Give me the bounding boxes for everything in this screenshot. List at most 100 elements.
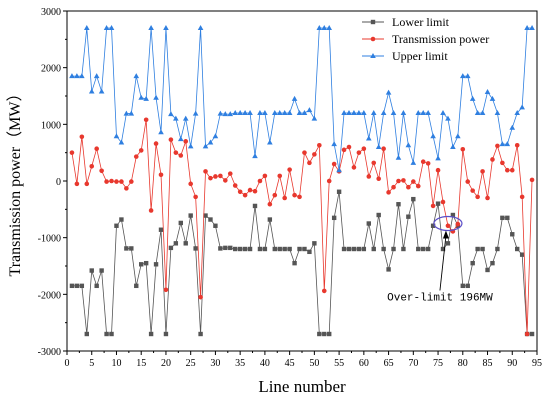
data-point-lower-limit — [341, 246, 347, 252]
data-point-transmission-power — [237, 189, 243, 195]
data-point-upper-limit — [207, 139, 214, 145]
data-point-lower-limit — [529, 331, 535, 337]
data-point-transmission-power — [153, 141, 159, 146]
data-point-upper-limit — [153, 94, 159, 100]
data-point-upper-limit — [499, 141, 506, 147]
data-point-transmission-power — [411, 179, 416, 184]
data-point-transmission-power — [430, 203, 436, 209]
data-point-upper-limit — [222, 111, 229, 117]
data-point-transmission-power — [282, 195, 287, 201]
x-tick-label: 25 — [186, 358, 196, 369]
data-point-lower-limit — [510, 232, 515, 237]
data-point-lower-limit — [386, 267, 391, 272]
data-point-lower-limit — [247, 246, 253, 252]
data-point-lower-limit — [237, 246, 243, 252]
data-point-lower-limit — [519, 252, 525, 257]
data-point-upper-limit — [529, 25, 535, 30]
legend-label-transmission-power: Transmission power — [392, 32, 489, 46]
data-point-transmission-power — [317, 143, 322, 148]
data-point-lower-limit — [257, 246, 263, 252]
data-point-lower-limit — [515, 246, 520, 252]
y-tick-label: -2000 — [38, 290, 61, 301]
data-point-transmission-power — [326, 178, 332, 184]
data-point-lower-limit — [277, 246, 282, 252]
x-tick-label: 60 — [359, 358, 369, 369]
data-point-lower-limit — [440, 246, 446, 252]
data-point-lower-limit — [183, 241, 188, 246]
data-point-transmission-power — [346, 144, 352, 150]
data-point-upper-limit — [484, 89, 491, 95]
data-point-transmission-power — [69, 150, 75, 155]
data-point-lower-limit — [495, 246, 500, 252]
data-point-transmission-power — [124, 186, 129, 191]
x-tick-label: 95 — [532, 358, 542, 369]
data-point-lower-limit — [267, 217, 273, 222]
data-point-upper-limit — [326, 25, 333, 30]
data-point-lower-limit — [361, 246, 367, 252]
data-point-upper-limit — [281, 110, 288, 115]
data-point-lower-limit — [331, 215, 337, 221]
data-point-transmission-power — [514, 143, 520, 148]
x-tick-label: 75 — [433, 358, 443, 369]
data-point-lower-limit — [475, 246, 480, 252]
data-point-upper-limit — [143, 95, 149, 101]
data-point-upper-limit — [262, 110, 268, 115]
y-tick-label: -3000 — [38, 347, 61, 358]
data-point-transmission-power — [376, 176, 381, 182]
data-point-lower-limit — [213, 223, 218, 228]
y-axis-ticks: -3000 -2000 -1000 0 1000 2000 3000 — [38, 7, 67, 358]
data-point-upper-limit — [514, 110, 521, 115]
data-point-lower-limit — [356, 246, 362, 252]
series-line-upper-limit — [71, 27, 533, 171]
data-point-lower-limit — [99, 268, 104, 273]
legend-marker-transmission-power — [370, 36, 376, 42]
x-tick-label: 45 — [285, 358, 295, 369]
data-point-upper-limit — [494, 110, 501, 115]
data-point-lower-limit — [262, 246, 268, 252]
data-point-lower-limit — [485, 267, 490, 273]
x-tick-label: 5 — [89, 358, 94, 369]
data-point-transmission-power — [292, 192, 297, 198]
data-point-upper-limit — [331, 141, 337, 147]
data-point-upper-limit — [113, 133, 120, 139]
data-point-lower-limit — [465, 283, 470, 289]
data-point-transmission-power — [223, 178, 228, 183]
x-tick-label: 55 — [334, 358, 344, 369]
data-point-transmission-power — [262, 173, 268, 179]
data-point-upper-limit — [296, 110, 303, 115]
data-point-transmission-power — [435, 167, 441, 173]
data-point-upper-limit — [356, 110, 362, 115]
data-point-transmission-power — [213, 174, 218, 179]
data-point-lower-limit — [297, 246, 302, 252]
data-point-upper-limit — [148, 25, 154, 30]
data-point-upper-limit — [69, 73, 75, 79]
data-point-transmission-power — [391, 184, 396, 190]
data-point-upper-limit — [450, 144, 456, 149]
data-point-lower-limit — [307, 249, 312, 255]
data-point-upper-limit — [237, 110, 243, 115]
x-tick-label: 30 — [210, 358, 220, 369]
data-point-lower-limit — [104, 331, 109, 337]
data-point-lower-limit — [376, 212, 381, 218]
x-tick-label: 0 — [65, 358, 70, 369]
data-point-transmission-power — [386, 190, 391, 195]
data-point-upper-limit — [390, 110, 397, 115]
y-axis-label: Transmission power（MW） — [6, 86, 24, 277]
data-point-upper-limit — [74, 73, 80, 79]
data-point-transmission-power — [173, 150, 179, 155]
annotation-arrow-head — [442, 230, 449, 239]
data-point-lower-limit — [242, 246, 248, 252]
data-point-upper-limit — [474, 110, 481, 115]
series-line-transmission-power — [71, 119, 533, 335]
data-point-transmission-power — [485, 195, 490, 201]
data-point-lower-limit — [143, 260, 149, 266]
data-point-upper-limit — [336, 167, 342, 173]
data-point-upper-limit — [212, 133, 219, 139]
series-line-lower-limit — [71, 191, 533, 335]
annotation: Over-limit 196MW — [387, 215, 493, 305]
data-point-lower-limit — [124, 246, 129, 251]
data-point-upper-limit — [519, 104, 525, 110]
data-point-transmission-power — [381, 146, 386, 151]
data-point-upper-limit — [489, 95, 496, 101]
